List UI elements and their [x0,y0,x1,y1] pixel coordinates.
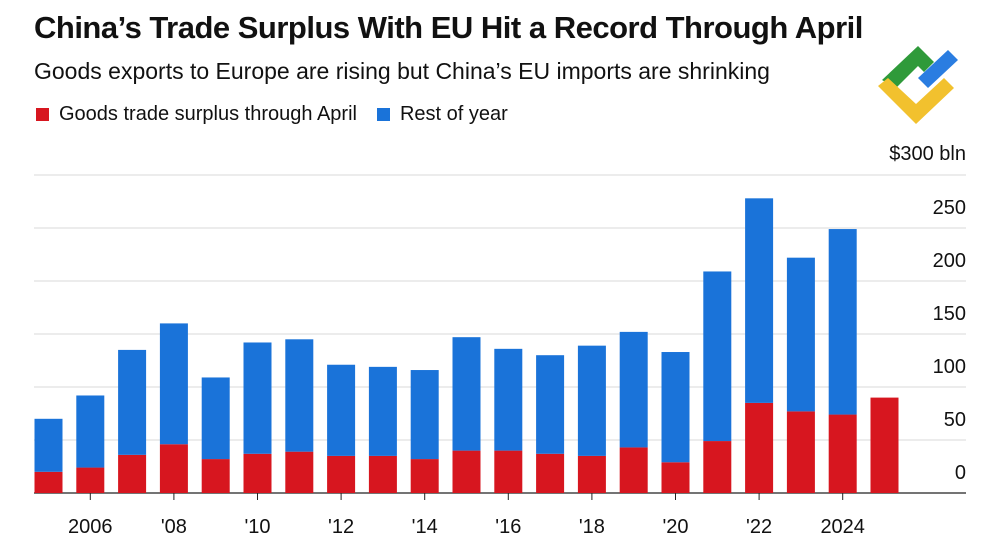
x-tick-label: '10 [244,516,270,538]
x-tick-label: '18 [579,516,605,538]
y-tick-label: 250 [933,197,966,219]
legend: Goods trade surplus through April Rest o… [36,103,528,126]
bar-rest-2014 [410,370,439,460]
x-tick-label: '20 [662,516,688,538]
x-tick-label: 2006 [68,516,113,538]
legend-item-rest: Rest of year [376,103,508,126]
litefinance-logo-icon [878,46,958,124]
chart-subtitle: Goods exports to Europe are rising but C… [34,58,770,84]
x-tick-labels: 2006 '08 '10 '12 '14 '16 '18 '20 '22 2024 [68,493,865,538]
bar-rest-2023 [786,257,815,412]
chart-title: China’s Trade Surplus With EU Hit a Reco… [34,10,863,45]
bar-surplus-2019 [619,447,648,493]
legend-swatch-surplus [36,108,49,121]
bar-rest-2012 [327,364,356,456]
bar-surplus-2010 [243,453,272,493]
bar-rest-2017 [536,355,565,454]
bar-rest-2020 [661,352,690,463]
bar-surplus-2014 [410,459,439,493]
x-tick-label: '16 [495,516,521,538]
bar-surplus-2011 [285,451,314,493]
bars [34,198,899,493]
y-tick-label: 200 [933,250,966,272]
bar-surplus-2018 [577,455,606,493]
bar-rest-2013 [368,366,397,456]
bar-rest-2008 [159,323,188,445]
bar-surplus-2013 [368,455,397,493]
bar-rest-2022 [745,198,774,403]
bar-surplus-2005 [34,471,63,493]
bar-surplus-2023 [786,411,815,493]
bar-surplus-2009 [201,459,230,493]
x-tick-label: 2024 [820,516,865,538]
bar-rest-2018 [577,345,606,456]
bar-rest-2007 [118,349,147,455]
x-tick-label: '14 [412,516,438,538]
y-unit-label: $300 bln [889,143,966,165]
y-tick-labels: $300 bln 0 50 100 150 200 250 [889,143,966,484]
bar-surplus-2025 [870,397,899,493]
legend-label-rest: Rest of year [399,103,508,125]
y-tick-label: 150 [933,303,966,325]
bar-rest-2016 [494,348,523,451]
x-tick-label: '08 [161,516,187,538]
bar-rest-2010 [243,342,272,454]
x-tick-label: '12 [328,516,354,538]
bar-surplus-2016 [494,450,523,493]
y-tick-label: 100 [933,356,966,378]
bar-rest-2015 [452,337,481,451]
bar-surplus-2012 [327,455,356,493]
bar-surplus-2015 [452,450,481,493]
legend-swatch-rest [376,108,390,121]
bar-surplus-2020 [661,462,690,493]
bar-rest-2024 [828,229,857,415]
legend-label-surplus: Goods trade surplus through April [59,103,357,125]
bar-rest-2011 [285,339,314,452]
bar-surplus-2024 [828,414,857,493]
bar-rest-2006 [76,395,105,468]
bar-surplus-2017 [536,453,565,493]
bar-rest-2009 [201,377,230,460]
bar-surplus-2022 [745,402,774,493]
x-tick-label: '22 [746,516,772,538]
legend-item-surplus: Goods trade surplus through April [36,103,357,126]
bar-rest-2021 [703,271,732,442]
y-tick-label: 50 [944,409,966,431]
bar-surplus-2006 [76,467,105,493]
y-tick-label: 0 [955,462,966,484]
bar-rest-2019 [619,331,648,448]
bar-surplus-2007 [118,454,147,493]
bar-surplus-2021 [703,441,732,493]
bar-rest-2005 [34,418,63,472]
bar-surplus-2008 [159,444,188,493]
